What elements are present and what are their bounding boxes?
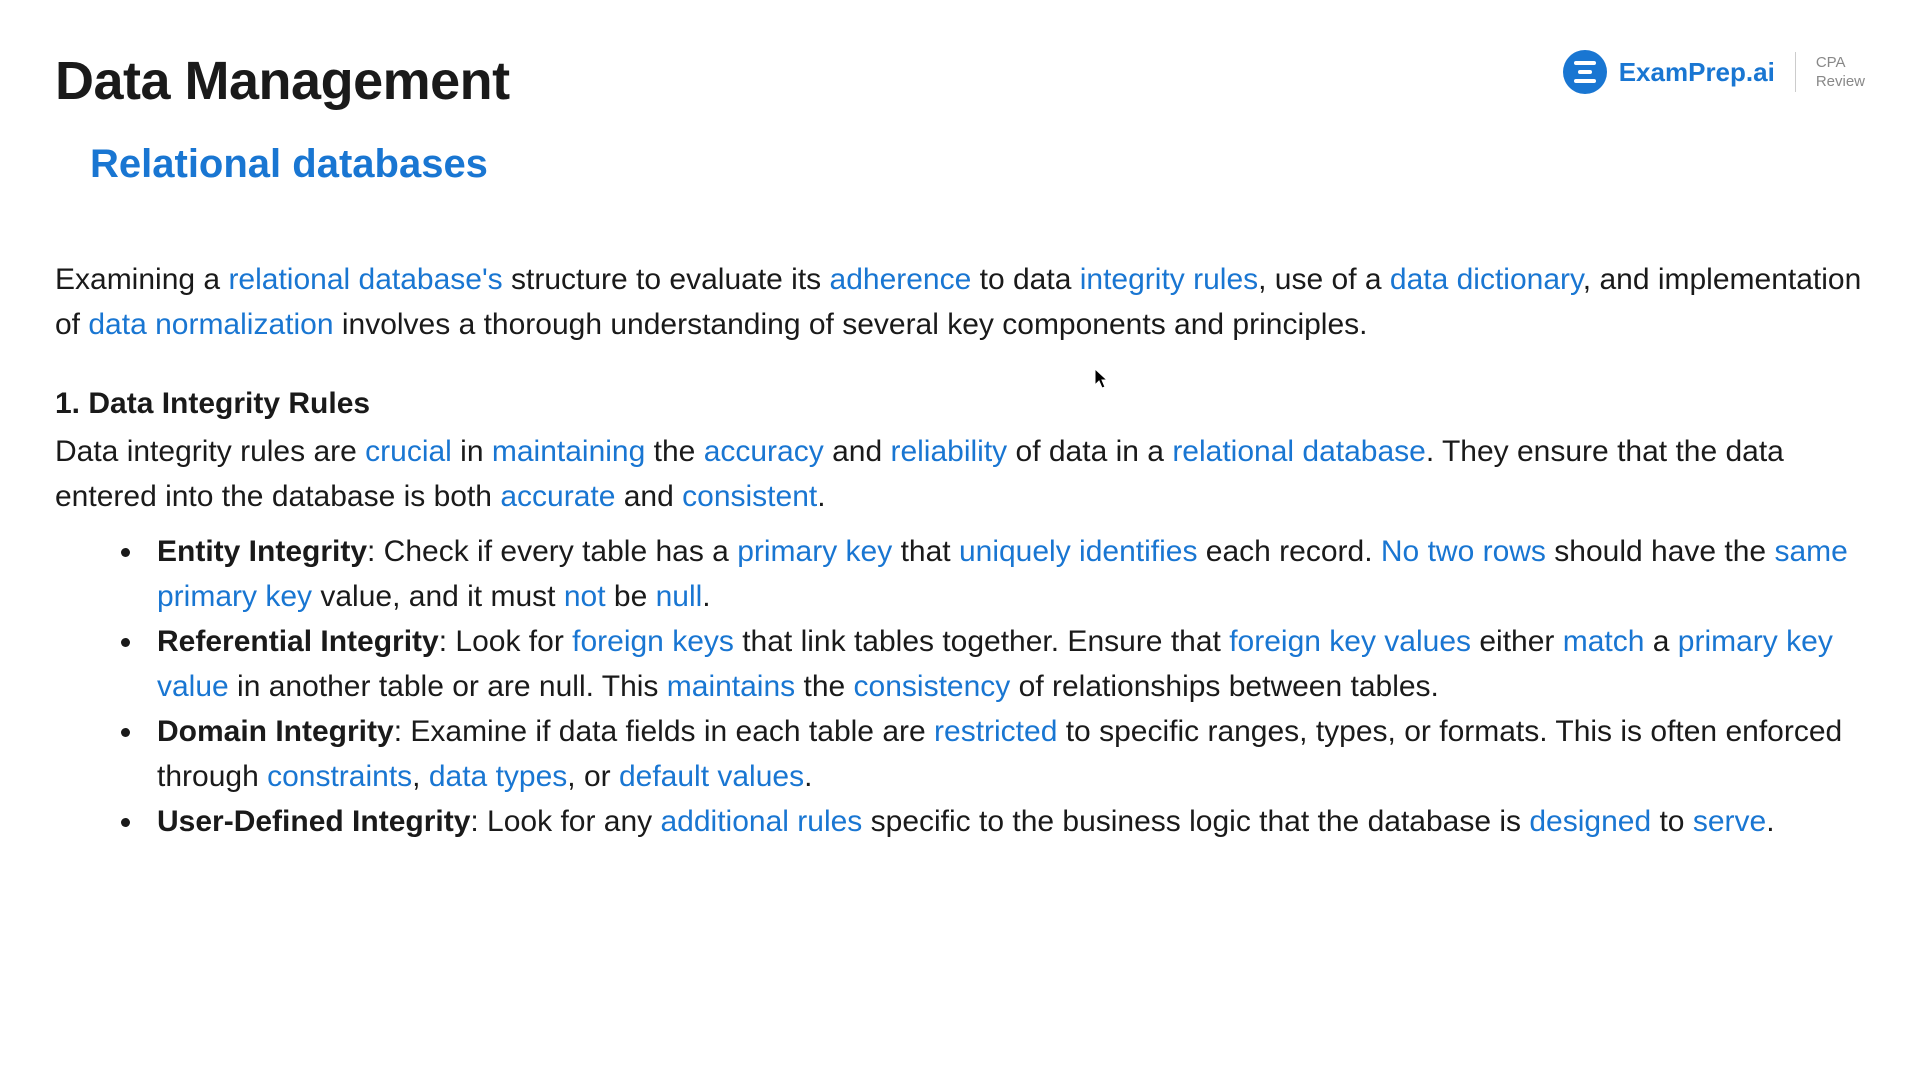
logo-sub-line1: CPA <box>1816 53 1865 73</box>
highlighted-text: adherence <box>830 263 972 296</box>
highlighted-text: match <box>1563 625 1645 658</box>
highlighted-text: reliability <box>890 435 1007 468</box>
plain-text: be <box>606 580 656 613</box>
plain-text: each record. <box>1197 535 1380 568</box>
logo-divider <box>1795 52 1796 92</box>
highlighted-text: additional rules <box>661 805 863 838</box>
highlighted-text: restricted <box>934 715 1057 748</box>
plain-text: : Examine if data fields in each table a… <box>394 715 934 748</box>
plain-text: in <box>452 435 492 468</box>
plain-text: should have the <box>1546 535 1775 568</box>
plain-text: . <box>817 480 825 513</box>
plain-text: a <box>1644 625 1677 658</box>
logo-brand-text: ExamPrep.ai <box>1619 57 1775 88</box>
plain-text: that link tables together. Ensure that <box>734 625 1229 658</box>
highlighted-text: foreign key values <box>1229 625 1471 658</box>
plain-text: . <box>702 580 710 613</box>
highlighted-text: accurate <box>500 480 615 513</box>
bold-text: Domain Integrity <box>157 715 394 748</box>
highlighted-text: null <box>656 580 703 613</box>
plain-text: that <box>892 535 959 568</box>
plain-text: , or <box>567 760 619 793</box>
plain-text: , use of a <box>1258 263 1390 296</box>
plain-text: value, and it must <box>312 580 564 613</box>
logo-subtext: CPA Review <box>1816 53 1865 92</box>
highlighted-text: constraints <box>267 760 412 793</box>
plain-text: structure to evaluate its <box>503 263 830 296</box>
highlighted-text: data types <box>429 760 567 793</box>
logo-icon <box>1563 50 1607 94</box>
highlighted-text: consistent <box>682 480 817 513</box>
highlighted-text: accuracy <box>704 435 824 468</box>
header: Data Management ExamPrep.ai CPA Review <box>55 50 1865 112</box>
highlighted-text: uniquely identifies <box>959 535 1198 568</box>
logo-area: ExamPrep.ai CPA Review <box>1563 50 1865 94</box>
bold-text: Referential Integrity <box>157 625 439 658</box>
subtitle: Relational databases <box>90 142 1865 187</box>
plain-text: to <box>1651 805 1693 838</box>
plain-text: . <box>1766 805 1774 838</box>
logo-block: ExamPrep.ai <box>1563 50 1775 94</box>
section-body: Data integrity rules are crucial in main… <box>55 429 1865 519</box>
plain-text: and <box>824 435 891 468</box>
plain-text: Examining a <box>55 263 228 296</box>
bullet-list: Entity Integrity: Check if every table h… <box>55 529 1865 844</box>
list-item: User-Defined Integrity: Look for any add… <box>145 799 1865 844</box>
plain-text: the <box>795 670 853 703</box>
list-item: Entity Integrity: Check if every table h… <box>145 529 1865 619</box>
highlighted-text: relational database <box>1172 435 1426 468</box>
highlighted-text: maintaining <box>492 435 645 468</box>
list-item: Referential Integrity: Look for foreign … <box>145 619 1865 709</box>
plain-text: : Look for any <box>470 805 660 838</box>
plain-text: Data integrity rules are <box>55 435 365 468</box>
plain-text: , <box>412 760 429 793</box>
plain-text: either <box>1471 625 1563 658</box>
highlighted-text: data normalization <box>88 308 333 341</box>
plain-text: of relationships between tables. <box>1010 670 1439 703</box>
bold-text: Entity Integrity <box>157 535 367 568</box>
highlighted-text: default values <box>619 760 804 793</box>
highlighted-text: No two rows <box>1381 535 1546 568</box>
plain-text: . <box>804 760 812 793</box>
plain-text: involves a thorough understanding of sev… <box>334 308 1368 341</box>
intro-paragraph: Examining a relational database's struct… <box>55 257 1865 347</box>
bold-text: User-Defined Integrity <box>157 805 470 838</box>
plain-text: : Check if every table has a <box>367 535 737 568</box>
highlighted-text: maintains <box>667 670 795 703</box>
logo-sub-line2: Review <box>1816 72 1865 92</box>
plain-text: to data <box>971 263 1079 296</box>
highlighted-text: not <box>564 580 606 613</box>
plain-text: in another table or are null. This <box>229 670 667 703</box>
highlighted-text: data dictionary <box>1390 263 1583 296</box>
highlighted-text: foreign keys <box>572 625 734 658</box>
highlighted-text: primary key <box>737 535 892 568</box>
plain-text: of data in a <box>1007 435 1172 468</box>
highlighted-text: integrity rules <box>1080 263 1258 296</box>
plain-text: specific to the business logic that the … <box>862 805 1529 838</box>
highlighted-text: consistency <box>854 670 1011 703</box>
plain-text: : Look for <box>439 625 572 658</box>
section-heading: 1. Data Integrity Rules <box>55 387 1865 421</box>
highlighted-text: relational database's <box>228 263 502 296</box>
list-item: Domain Integrity: Examine if data fields… <box>145 709 1865 799</box>
highlighted-text: serve <box>1693 805 1766 838</box>
page-title: Data Management <box>55 50 510 112</box>
highlighted-text: crucial <box>365 435 452 468</box>
plain-text: and <box>615 480 682 513</box>
plain-text: the <box>645 435 703 468</box>
highlighted-text: designed <box>1529 805 1651 838</box>
